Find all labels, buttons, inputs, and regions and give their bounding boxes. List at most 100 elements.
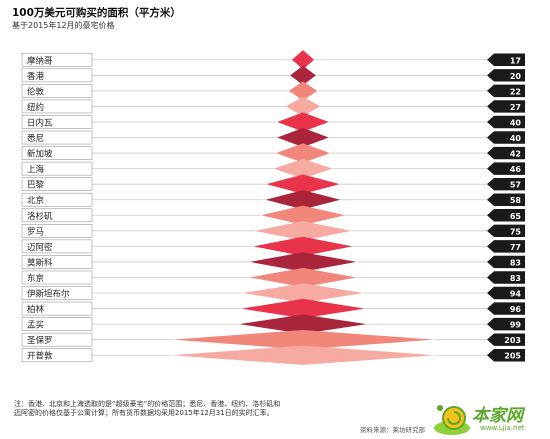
category-label-box	[21, 192, 93, 207]
category-label-box	[21, 301, 93, 316]
bar-圣保罗	[172, 330, 434, 350]
category-label-box	[21, 99, 93, 114]
chart-title: 100万美元可购买的面积（平方米）	[12, 7, 181, 19]
category-label: 柏林	[27, 304, 45, 315]
bar-伦敦	[288, 81, 318, 101]
category-label-box	[21, 332, 93, 347]
category-label: 伦敦	[27, 86, 45, 97]
bar-巴黎	[266, 174, 340, 194]
source-note: 资料来源：莱坊研究部	[360, 426, 425, 434]
value-tag	[487, 131, 525, 144]
category-label-box	[21, 286, 93, 300]
value-tag	[487, 53, 525, 66]
category-label-box	[21, 68, 93, 83]
value-label: 203	[504, 336, 521, 345]
bar-罗马	[254, 221, 352, 241]
bar-日内瓦	[277, 112, 329, 132]
value-label: 205	[504, 352, 521, 361]
bar-香港	[290, 65, 316, 85]
value-tag	[487, 240, 525, 253]
value-tag	[487, 69, 525, 82]
value-tag	[487, 271, 525, 284]
value-label: 94	[510, 290, 522, 299]
category-label-box	[21, 146, 93, 160]
value-tag	[487, 255, 525, 269]
snail-logo-icon	[434, 405, 470, 435]
category-label: 摩纳哥	[27, 55, 53, 66]
bar-孟买	[239, 314, 367, 334]
watermark: 本家网 www.Ljia.net	[432, 398, 550, 438]
category-label: 东京	[27, 273, 44, 284]
category-label: 日内瓦	[27, 117, 53, 128]
category-label: 开普敦	[27, 351, 53, 362]
category-label-box	[21, 177, 93, 192]
category-label-box	[21, 161, 93, 176]
value-tag	[487, 100, 525, 113]
bar-纽约	[285, 96, 321, 117]
category-label: 纽约	[27, 102, 44, 113]
bar-迈阿密	[253, 236, 353, 257]
category-label: 巴黎	[27, 180, 45, 191]
category-label-box	[21, 255, 93, 269]
bar-摩纳哥	[292, 50, 314, 70]
value-tag	[487, 193, 525, 206]
category-label: 莫斯科	[27, 257, 53, 268]
category-label: 悉尼	[27, 133, 44, 144]
category-label: 罗马	[27, 227, 44, 237]
value-label: 65	[510, 212, 522, 221]
value-label: 83	[510, 258, 521, 267]
value-label: 57	[510, 181, 521, 190]
value-label: 42	[510, 150, 521, 159]
value-tag	[487, 302, 525, 315]
bar-北京	[265, 190, 341, 210]
category-label-box	[21, 270, 93, 285]
category-label-box	[21, 223, 93, 238]
value-label: 96	[510, 305, 522, 314]
category-label-box	[21, 52, 93, 67]
value-tag	[487, 162, 525, 175]
value-tag	[487, 177, 525, 191]
category-label-box	[21, 239, 93, 254]
value-label: 46	[510, 165, 522, 174]
value-tag	[487, 146, 525, 160]
value-label: 75	[510, 227, 522, 236]
bar-开普敦	[171, 345, 435, 365]
value-label: 17	[510, 56, 521, 65]
category-label-box	[21, 115, 93, 129]
category-label-box	[21, 130, 93, 145]
value-tag	[487, 224, 525, 238]
value-label: 40	[510, 134, 522, 143]
category-label-box	[21, 208, 93, 223]
bar-洛杉矶	[261, 205, 345, 225]
value-label: 22	[510, 87, 521, 96]
category-label-box	[21, 84, 93, 98]
chart-subtitle: 基于2015年12月的豪宅价格	[12, 21, 115, 30]
category-label: 洛杉矶	[27, 211, 53, 222]
category-label: 孟买	[27, 320, 44, 331]
value-tag	[487, 115, 525, 129]
bar-上海	[273, 158, 333, 179]
value-label: 27	[510, 103, 521, 112]
watermark-url: www.Ljia.net	[480, 424, 525, 432]
footnote: 注：香港、北京和上海选取的是“超级豪宅”的价格范围；悉尼、香港、纽约、洛杉矶和迈…	[14, 400, 281, 417]
category-label: 新加坡	[27, 149, 53, 160]
bar-悉尼	[277, 127, 329, 148]
category-label: 北京	[27, 195, 44, 206]
value-tag	[487, 286, 525, 300]
category-label: 伊斯坦布尔	[27, 289, 70, 300]
category-label: 圣保罗	[27, 335, 53, 346]
value-tag	[487, 209, 525, 222]
bar-莫斯科	[249, 252, 357, 272]
bar-伊斯坦布尔	[242, 283, 364, 303]
value-label: 99	[510, 321, 522, 330]
value-label: 83	[510, 274, 521, 283]
category-label-box	[21, 348, 93, 363]
value-label: 40	[510, 118, 522, 127]
value-tag	[487, 349, 525, 362]
value-label: 58	[510, 196, 522, 205]
value-label: 77	[510, 243, 521, 252]
value-tag	[487, 317, 525, 331]
category-label: 迈阿密	[27, 242, 53, 253]
value-label: 20	[510, 72, 522, 81]
